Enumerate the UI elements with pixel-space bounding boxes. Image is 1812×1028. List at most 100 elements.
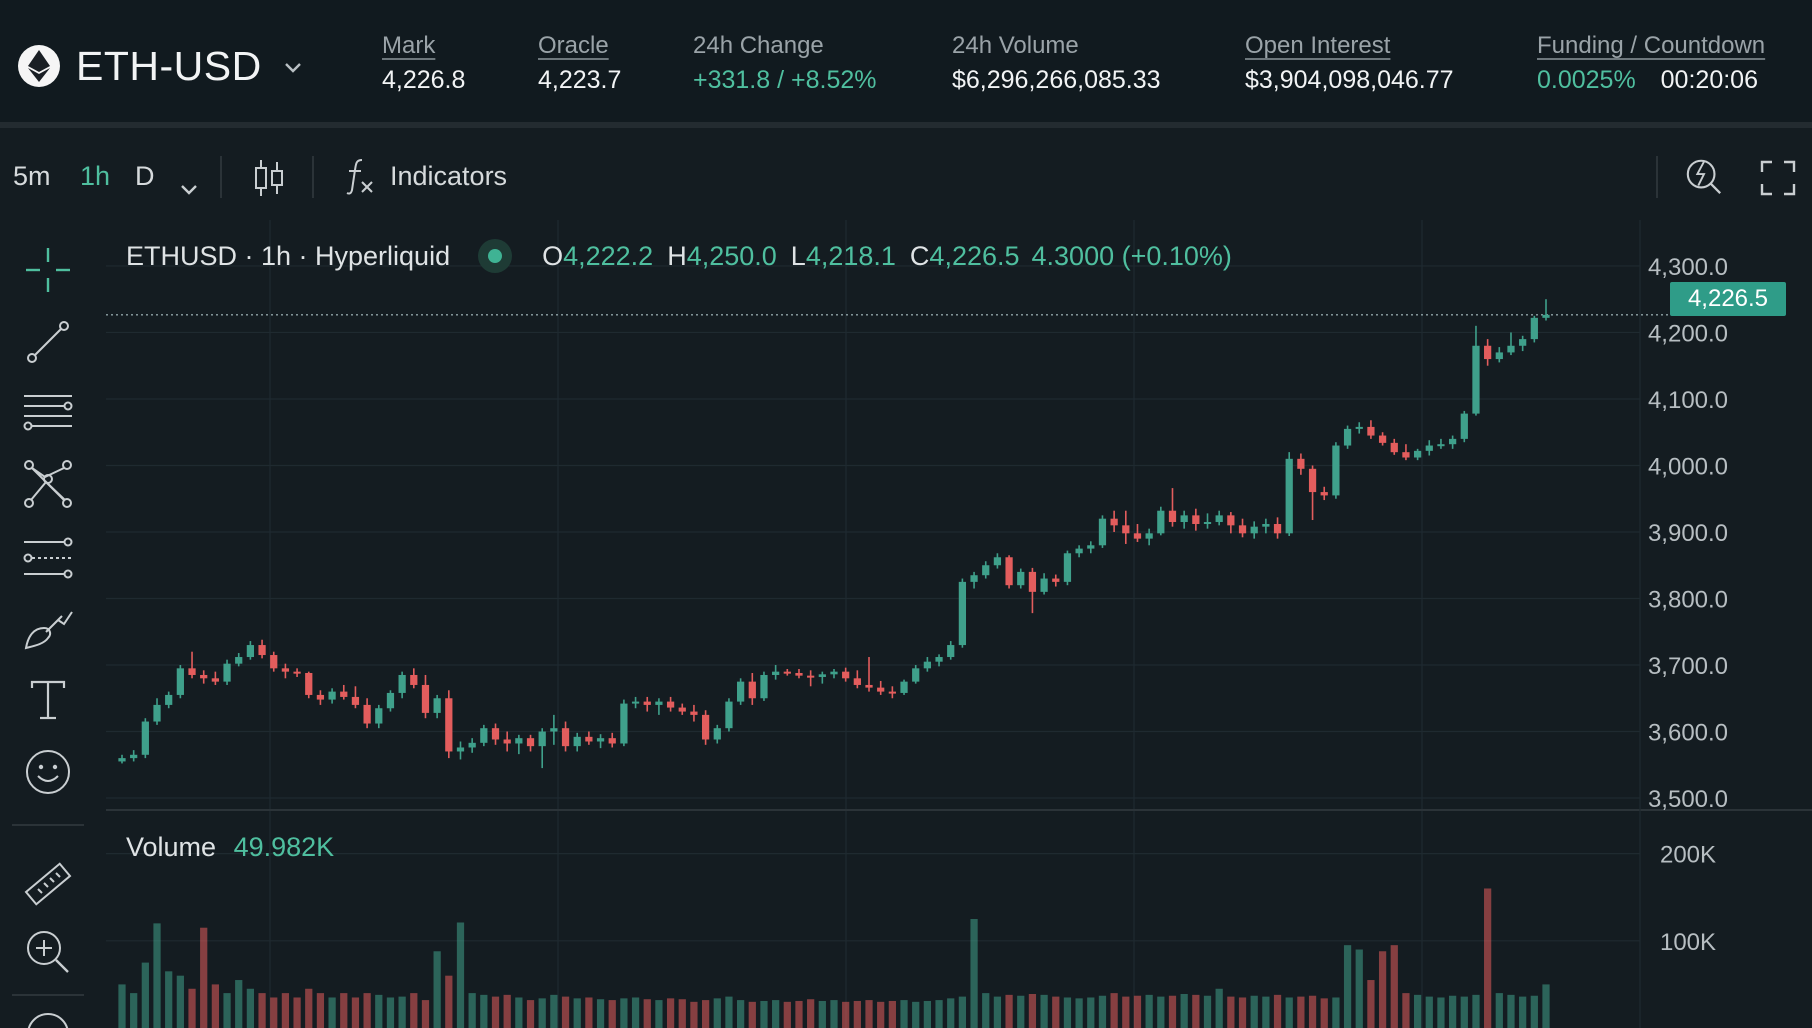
volume-bar xyxy=(620,998,628,1028)
brush-tool[interactable] xyxy=(20,602,76,658)
candle-body xyxy=(1145,533,1153,539)
volume-bar xyxy=(807,999,815,1028)
volume-bar xyxy=(1343,945,1352,1028)
symbol-line: ETHUSD · 1h · Hyperliquid xyxy=(126,240,451,271)
volume-bar xyxy=(281,993,290,1028)
text-tool[interactable] xyxy=(20,672,76,728)
asset-selector[interactable]: ETH-USD xyxy=(18,40,302,92)
candle-body xyxy=(1075,548,1083,554)
candlestick-icon[interactable] xyxy=(252,158,286,198)
volume-bar xyxy=(1519,996,1527,1028)
candle-body xyxy=(211,678,219,682)
volume-bar xyxy=(585,997,593,1028)
candle-body xyxy=(1530,317,1538,340)
volume-bar xyxy=(270,997,278,1028)
volume-bar xyxy=(818,1000,826,1028)
volume-bar xyxy=(853,1000,861,1028)
candle-body xyxy=(1262,524,1270,527)
forecast-tool[interactable] xyxy=(20,530,76,586)
volume-bar xyxy=(1203,995,1212,1028)
candle-body xyxy=(631,701,640,704)
chevron-down-icon[interactable] xyxy=(180,170,198,210)
open-interest-stat: Open Interest $3,904,098,046.77 xyxy=(1245,30,1454,95)
candle-body xyxy=(433,698,441,713)
open-interest-label[interactable]: Open Interest xyxy=(1245,32,1391,59)
more-tool[interactable] xyxy=(20,1010,76,1028)
volume-bar xyxy=(386,997,395,1028)
interval-d[interactable]: D xyxy=(135,161,155,191)
candle-body xyxy=(807,675,815,678)
volume-bar xyxy=(258,993,266,1028)
tools-divider xyxy=(12,994,84,996)
volume-bar xyxy=(970,919,978,1028)
funding-rate: 0.0025% xyxy=(1537,66,1636,94)
emoji-tool[interactable] xyxy=(20,744,76,800)
price-chart-area[interactable]: 4,300.0 4,200.0 4,100.0 4,000.0 3,900.0 3,800… xyxy=(106,220,1812,1028)
volume-bar xyxy=(515,997,523,1028)
indicators-button[interactable]: Indicators xyxy=(344,156,507,196)
volume-bar xyxy=(1238,997,1247,1028)
fib-lines-tool[interactable] xyxy=(20,384,76,440)
volume-bar xyxy=(1402,993,1410,1028)
volume-bar xyxy=(1157,996,1165,1028)
candle-body xyxy=(643,701,651,705)
fib-lines-icon xyxy=(23,395,73,431)
crosshair-tool[interactable] xyxy=(20,242,76,298)
candle-body xyxy=(596,738,605,742)
candle-body xyxy=(445,698,453,752)
interval-5m[interactable]: 5m xyxy=(13,161,51,191)
trend-line-tool[interactable] xyxy=(20,314,76,370)
candle-body xyxy=(760,674,768,699)
volume-bar xyxy=(130,993,138,1028)
interval-1h[interactable]: 1h xyxy=(80,161,111,191)
volume-bar xyxy=(888,1000,896,1028)
candle-body xyxy=(363,704,371,724)
funding-label[interactable]: Funding / Countdown xyxy=(1537,32,1766,59)
volume-bar xyxy=(410,993,418,1028)
volume-label: 24h Volume xyxy=(952,32,1079,59)
volume-tick-label: 200K xyxy=(1660,842,1716,869)
volume-bar xyxy=(1355,949,1363,1028)
candle-body xyxy=(515,738,523,744)
bolt-magnifier-icon[interactable] xyxy=(1684,156,1724,196)
volume-bar xyxy=(1215,988,1223,1028)
candle-body xyxy=(1449,438,1457,445)
mark-price-stat: Mark 4,226.8 xyxy=(382,30,465,95)
candle-body xyxy=(1157,510,1165,534)
candle-body xyxy=(1297,458,1305,469)
market-header: ETH-USD Mark 4,226.8 Oracle 4,223.7 24h … xyxy=(0,0,1812,128)
price-tick-label: 4,100.0 xyxy=(1648,387,1728,414)
volume-bar xyxy=(737,1000,745,1028)
chevron-down-icon[interactable] xyxy=(284,62,302,74)
volume-bar xyxy=(1472,994,1480,1028)
ruler-tool[interactable] xyxy=(20,856,76,912)
brush-icon xyxy=(24,611,73,650)
candle-body xyxy=(1168,510,1177,523)
volume-bar xyxy=(153,923,161,1028)
volume-stat: 24h Volume $6,296,266,085.33 xyxy=(952,30,1161,95)
pattern-tool[interactable] xyxy=(20,456,76,512)
emoji-icon xyxy=(26,750,70,794)
candle-body xyxy=(456,747,465,752)
volume-bar xyxy=(235,980,243,1028)
candle-body xyxy=(1390,442,1398,453)
mark-label[interactable]: Mark xyxy=(382,32,436,59)
oracle-label[interactable]: Oracle xyxy=(538,32,609,59)
chart-canvas[interactable]: 4,300.0 4,200.0 4,100.0 4,000.0 3,900.0 3,800… xyxy=(106,220,1812,1028)
candle-body xyxy=(270,655,278,669)
volume-bar xyxy=(118,984,126,1028)
zoom-in-tool[interactable] xyxy=(20,924,76,980)
candle-body xyxy=(1285,458,1293,534)
price-tick-label: 3,600.0 xyxy=(1648,720,1728,747)
candle-body xyxy=(795,672,803,676)
volume-value: $6,296,266,085.33 xyxy=(952,66,1161,94)
chart-legend: ETHUSD · 1h · Hyperliquid O 4,222.2 H 4,25… xyxy=(126,236,1232,276)
price-tick-label: 4,000.0 xyxy=(1648,453,1728,480)
fullscreen-icon[interactable] xyxy=(1760,158,1796,198)
candle-body xyxy=(305,672,313,695)
candle-body xyxy=(398,674,406,693)
high-value: 4,250.0 xyxy=(686,240,777,271)
candle-body xyxy=(480,728,488,743)
volume-bar xyxy=(865,1000,873,1028)
funding-values: 0.0025% 00:20:06 xyxy=(1537,66,1765,95)
